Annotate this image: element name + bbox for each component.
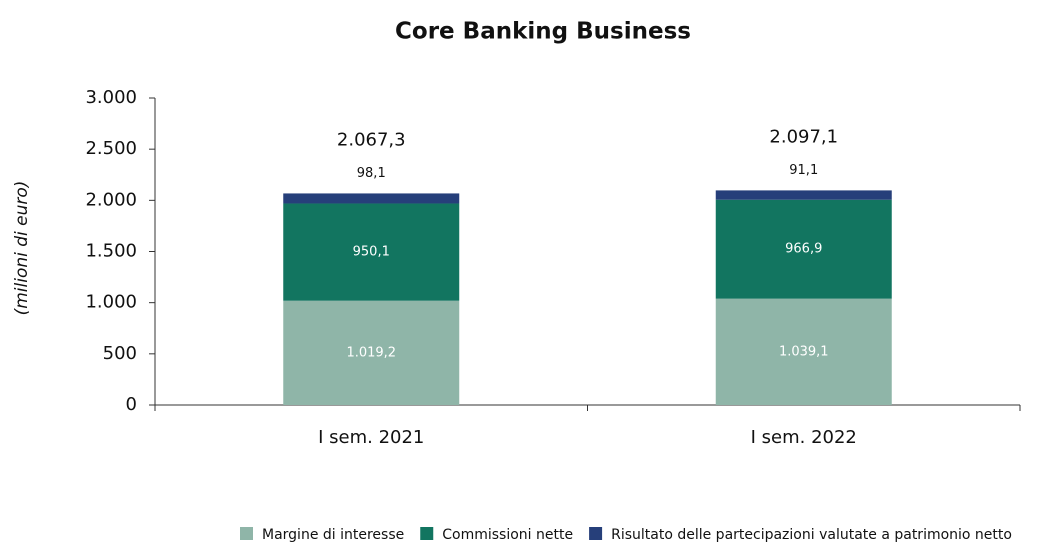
legend-swatch xyxy=(420,527,434,540)
legend-swatch xyxy=(589,527,603,540)
y-axis-label: (milioni di euro) xyxy=(12,181,32,316)
legend-label: Margine di interesse xyxy=(262,527,404,543)
data-label: 98,1 xyxy=(357,166,386,181)
chart-title: Core Banking Business xyxy=(395,19,691,45)
data-label: 1.019,2 xyxy=(346,345,396,360)
bar-segment xyxy=(715,199,892,299)
data-label: 966,9 xyxy=(785,242,822,257)
x-tick-label: I sem. 2022 xyxy=(751,427,857,448)
y-tick-label: 0 xyxy=(126,394,137,415)
y-tick-label: 2.000 xyxy=(85,189,137,210)
bar-segment xyxy=(283,193,460,204)
y-tick-label: 3.000 xyxy=(85,87,137,108)
data-label: 950,1 xyxy=(353,245,390,260)
legend-label: Risultato delle partecipazioni valutate … xyxy=(611,527,1012,543)
bar-segment xyxy=(715,190,892,200)
bar-segment xyxy=(283,203,460,301)
y-tick-label: 2.500 xyxy=(85,138,137,159)
y-tick-label: 500 xyxy=(103,343,137,364)
legend-swatch xyxy=(240,527,253,540)
bar-segment xyxy=(283,300,460,405)
data-label: 91,1 xyxy=(789,163,818,178)
bar-segment xyxy=(715,298,892,405)
y-tick-label: 1.000 xyxy=(85,292,137,313)
x-tick-label: I sem. 2021 xyxy=(318,427,424,448)
y-tick-label: 1.500 xyxy=(85,241,137,262)
total-label: 2.097,1 xyxy=(769,126,838,147)
total-label: 2.067,3 xyxy=(337,129,406,150)
legend-label: Commissioni nette xyxy=(442,527,573,543)
data-label: 1.039,1 xyxy=(779,344,829,359)
